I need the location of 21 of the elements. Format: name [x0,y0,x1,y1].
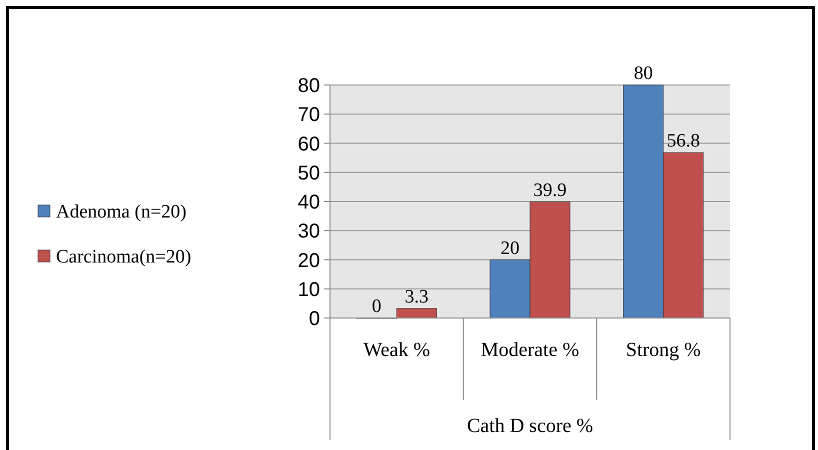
y-tick-label: 60 [298,133,320,156]
x-tick-label: Moderate % [480,339,580,361]
y-tick-label: 40 [298,192,320,214]
y-tick-label: 70 [298,104,320,126]
y-tick-label: 50 [298,162,320,184]
data-label: 20 [500,238,520,259]
y-tick-label: 80 [298,75,320,97]
legend-label: Adenoma (n=20) [56,202,186,223]
data-label: 80 [634,63,653,84]
x-tick-label: Strong % [626,339,701,361]
data-label: 56.8 [666,130,700,152]
data-label: 39.9 [533,180,567,201]
y-tick-label: 0 [308,308,320,330]
legend-label: Carcinoma(n=20) [56,246,192,268]
x-tick-label: Weak % [363,339,430,361]
y-tick-label: 10 [298,278,320,301]
y-tick-label: 30 [298,220,320,243]
data-label: 3.3 [404,286,429,308]
x-axis-title: Cath D score % [466,415,594,437]
data-label: 0 [372,296,382,317]
y-tick-label: 20 [298,250,320,272]
